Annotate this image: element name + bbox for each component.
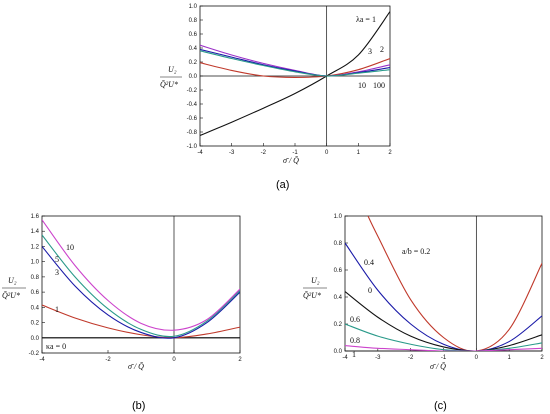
panel-a-xtick-label: 0 — [325, 150, 329, 156]
panel-b: -4 -2 0 2 -0.2 0.0 0.2 0.4 0.6 0.8 1.0 1.2 1.4 1.6 U₂… — [2, 214, 242, 412]
panel-b-xlabel: σ̄ / Q̄ — [128, 362, 144, 371]
panel-b-annot-1: 1 — [55, 305, 59, 314]
panel-b-caption: (b) — [132, 400, 145, 412]
panel-a-caption: (a) — [276, 179, 289, 191]
panel-b-ytick-label: 1.2 — [31, 244, 40, 250]
panel-a-ytick-label: 0.4 — [189, 46, 198, 52]
panel-c-ytick-label: 0.2 — [334, 322, 343, 328]
panel-b-xtick-label: 0 — [172, 357, 176, 363]
panel-a-series-line-2 — [200, 44, 390, 77]
panel-c-xtick-label: 2 — [540, 355, 544, 361]
panel-c-xtick-label: -4 — [342, 355, 348, 361]
panel-b-annot-3: 3 — [55, 268, 59, 277]
panel-a-series-line-3 — [200, 48, 390, 77]
panel-a-xtick-label: -1 — [292, 150, 298, 156]
panel-a-series-line-0 — [200, 11, 390, 137]
panel-a-ytick-label: 0.8 — [189, 18, 198, 24]
panel-c-ytick-label: 0.6 — [334, 268, 343, 274]
panel-a-xtick-label: -2 — [261, 150, 267, 156]
panel-c-annot-06: 0.6 — [350, 315, 360, 324]
panel-c-ytick-label: 0.4 — [334, 295, 343, 301]
panel-c-series-line-1 — [345, 242, 542, 351]
panel-b-annot-5: 5 — [55, 255, 59, 264]
panel-a: -4 -3 -2 -1 0 1 2 -1.0 -0.8 -0.6 -0.4 -0.2 0.0 0.2 0.4… — [160, 4, 392, 191]
panel-a-ylabel-top: U₂ — [168, 65, 177, 74]
panel-a-xlabel: σ̄ / Q̄ — [283, 156, 299, 165]
panel-b-series-line-4 — [42, 219, 240, 331]
panel-c-annot-04: 0.4 — [364, 258, 374, 267]
panel-a-ytick-label: -0.4 — [187, 102, 198, 108]
panel-b-annot-ka0: κa = 0 — [46, 342, 66, 351]
panel-c-frame — [344, 215, 543, 352]
panel-a-ytick-label: -0.2 — [187, 88, 198, 94]
panel-c-annot-ab02: a/b = 0.2 — [402, 247, 430, 256]
panel-c-xtick-label: 1 — [507, 355, 511, 361]
panel-c-ytick-label: 1.0 — [334, 214, 343, 220]
panel-c-caption: (c) — [434, 400, 447, 412]
panel-a-ytick-label: 1.0 — [189, 4, 198, 10]
panel-c-xtick-label: -1 — [441, 355, 447, 361]
panel-b-ylabel-top: U₂ — [8, 276, 17, 285]
panel-c-series-line-0 — [367, 216, 542, 351]
panel-a-annot-3: 3 — [368, 47, 372, 56]
panel-b-annot-10: 10 — [66, 243, 74, 252]
panel-c-ytick-label: 0.0 — [334, 349, 343, 355]
panel-c-annot-0: 0 — [368, 286, 372, 295]
panel-a-xtick-label: -4 — [197, 150, 203, 156]
panel-a-annot-100: 100 — [373, 81, 385, 90]
panel-a-annot-lambda1: λa = 1 — [356, 15, 376, 24]
panel-a-ytick-label: -0.6 — [187, 116, 198, 122]
panel-c-ylabel-bottom: Q̄²U* — [303, 291, 321, 300]
panel-b-series-line-2 — [42, 246, 240, 339]
panel-b-ytick-label: 0.8 — [31, 275, 40, 281]
panel-b-ytick-label: 0.6 — [31, 290, 40, 296]
panel-c-xtick-label: -3 — [375, 355, 381, 361]
panel-a-ytick-label: -0.8 — [187, 130, 198, 136]
panel-b-ytick-label: 0.0 — [31, 336, 40, 342]
panel-a-ytick-label: 0.6 — [189, 32, 198, 38]
panel-b-ytick-label: 1.0 — [31, 260, 40, 266]
panel-b-frame — [41, 215, 241, 354]
panel-b-xtick-label: -2 — [105, 357, 111, 363]
panel-b-ytick-label: 1.6 — [31, 214, 40, 220]
panel-a-xtick-label: 1 — [357, 150, 361, 156]
panel-c-series-line-4 — [345, 345, 542, 351]
panel-a-xtick-label: 2 — [388, 150, 392, 156]
panel-c-ylabel-top: U₂ — [311, 276, 320, 285]
panel-a-xtick-label: -3 — [229, 150, 235, 156]
panel-c-series-line-3 — [345, 323, 542, 351]
panel-b-xtick-label: 2 — [238, 357, 242, 363]
panel-a-annot-10: 10 — [358, 81, 366, 90]
panel-c-xtick-label: -2 — [408, 355, 414, 361]
panel-a-ylabel-bottom: Q̄²U* — [160, 80, 178, 89]
panel-c-series-line-2 — [345, 291, 542, 351]
panel-b-ytick-label: 0.4 — [31, 305, 40, 311]
panel-a-annot-2: 2 — [380, 45, 384, 54]
panel-b-ytick-label: 1.4 — [31, 229, 40, 235]
panel-b-series-line-1 — [42, 304, 240, 339]
panel-b-xtick-label: -4 — [39, 357, 45, 363]
panel-b-ytick-label: 0.2 — [31, 321, 40, 327]
panel-a-series-line-4 — [200, 50, 390, 77]
panel-c-xlabel: σ̄ / Q̄ — [430, 362, 446, 371]
panel-a-ytick-label: 0.2 — [189, 60, 198, 66]
panel-b-ylabel-bottom: Q̄²U* — [2, 291, 20, 300]
panel-a-series-line-1 — [200, 57, 390, 78]
panel-c-ytick-label: 0.8 — [334, 241, 343, 247]
panel-a-ytick-label: 0.0 — [189, 74, 198, 80]
panel-c-annot-1: 1 — [352, 350, 356, 359]
panel-c-xtick-label: 0 — [475, 355, 479, 361]
panel-c-annot-08: 0.8 — [350, 336, 360, 345]
panel-b-series-line-3 — [42, 234, 240, 338]
panel-a-ytick-label: -1.0 — [187, 144, 198, 150]
panel-c: -4 -3 -2 -1 0 1 2 0.0 0.2 0.4 0.6 0.8 1.0 U₂ Q̄²U* σ… — [303, 214, 544, 412]
panel-b-ytick-label: -0.2 — [29, 351, 40, 357]
